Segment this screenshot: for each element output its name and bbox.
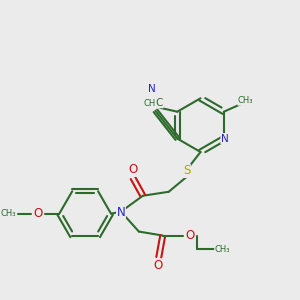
- Text: N: N: [117, 206, 125, 219]
- Text: O: O: [153, 259, 162, 272]
- Text: C: C: [156, 98, 163, 108]
- Text: O: O: [34, 207, 43, 220]
- Text: CH₃: CH₃: [215, 245, 230, 254]
- Text: O: O: [185, 229, 194, 242]
- Text: N: N: [221, 134, 229, 144]
- Text: CH₃: CH₃: [1, 209, 16, 218]
- Text: S: S: [183, 164, 190, 177]
- Text: CH₃: CH₃: [144, 99, 159, 108]
- Text: CH₃: CH₃: [238, 96, 254, 105]
- Text: N: N: [148, 84, 155, 94]
- Text: O: O: [128, 164, 137, 176]
